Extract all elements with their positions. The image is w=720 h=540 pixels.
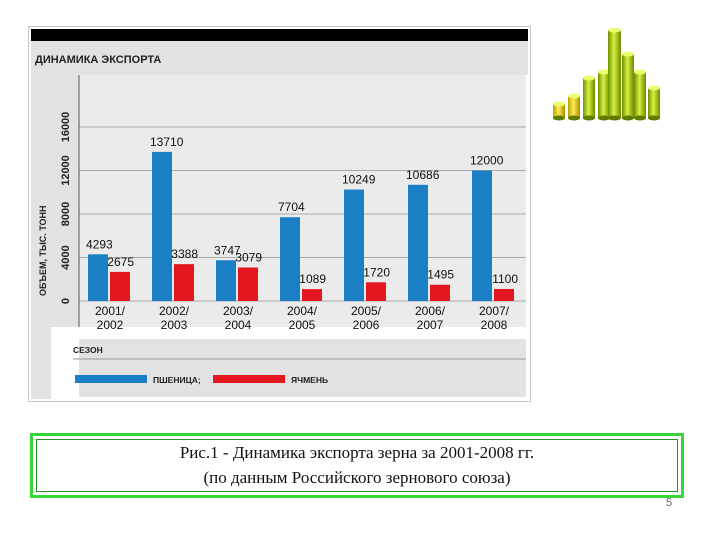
data-label-barley-6: 1100 xyxy=(492,272,518,286)
legend-label-0: ПШЕНИЦА; xyxy=(153,375,201,385)
bar-wheat-4 xyxy=(344,189,364,301)
page-number: 5 xyxy=(666,497,673,509)
caption-inner-border xyxy=(36,439,678,492)
data-label-wheat-5: 10686 xyxy=(406,168,440,182)
3d-bar-chart-icon xyxy=(553,28,660,121)
category-label-line1: 2003/ xyxy=(223,304,254,318)
deco-cylinder-6 xyxy=(634,69,646,121)
category-label-line2: 2008 xyxy=(481,318,508,332)
bar-barley-1 xyxy=(174,264,194,301)
data-label-barley-5: 1495 xyxy=(427,268,454,282)
data-label-wheat-2: 3747 xyxy=(214,243,241,257)
deco-cylinder-7 xyxy=(648,85,660,121)
legend-swatch-1 xyxy=(213,375,285,383)
category-label-line2: 2006 xyxy=(353,318,380,332)
deco-cylinder-4 xyxy=(608,28,621,121)
y-tick-label: 16000 xyxy=(60,112,72,143)
deco-cylinder-3 xyxy=(598,69,610,121)
category-label-line2: 2002 xyxy=(97,318,124,332)
data-label-barley-1: 3388 xyxy=(171,247,198,261)
chart-panel: ДИНАМИКА ЭКСПОРТА 0 4000 8000 12000 16000 ОБ… xyxy=(28,26,531,402)
y-axis-label-band xyxy=(31,75,51,399)
export-chart: ДИНАМИКА ЭКСПОРТА 0 4000 8000 12000 16000 ОБ… xyxy=(31,29,528,399)
y-tick-label: 0 xyxy=(60,298,72,304)
category-label-line2: 2007 xyxy=(417,318,444,332)
x-axis-label: СЕЗОН xyxy=(73,345,103,355)
bar-barley-3 xyxy=(302,289,322,301)
data-label-wheat-6: 12000 xyxy=(470,154,504,168)
category-label-line1: 2002/ xyxy=(159,304,190,318)
category-label-line1: 2004/ xyxy=(287,304,318,318)
deco-cylinder-5 xyxy=(622,51,634,121)
bar-wheat-2 xyxy=(216,260,236,301)
data-label-wheat-1: 13710 xyxy=(150,135,184,149)
category-label-line1: 2001/ xyxy=(95,304,126,318)
bar-wheat-5 xyxy=(408,184,428,301)
data-label-wheat-0: 4293 xyxy=(86,237,113,251)
bar-wheat-3 xyxy=(280,217,300,301)
figure-caption-box: Рис.1 - Динамика экспорта зерна за 2001-… xyxy=(30,433,684,498)
y-tick-label: 12000 xyxy=(60,155,72,186)
bar-wheat-6 xyxy=(472,170,492,301)
data-label-barley-4: 1720 xyxy=(363,265,390,279)
category-label-line1: 2005/ xyxy=(351,304,382,318)
bar-barley-4 xyxy=(366,282,386,301)
chart-title: ДИНАМИКА ЭКСПОРТА xyxy=(35,54,161,66)
category-label-line2: 2003 xyxy=(161,318,188,332)
category-label-line1: 2006/ xyxy=(415,304,446,318)
y-axis-label: ОБЪЕМ, ТЫС. ТОНН xyxy=(38,205,48,296)
y-tick-label: 8000 xyxy=(60,202,72,226)
category-label-line1: 2007/ xyxy=(479,304,510,318)
legend-label-1: ЯЧМЕНЬ xyxy=(291,375,328,385)
title-band xyxy=(31,41,528,75)
data-label-barley-2: 3079 xyxy=(235,251,262,265)
data-label-wheat-4: 10249 xyxy=(342,173,376,187)
bar-barley-5 xyxy=(430,284,450,301)
bar-barley-0 xyxy=(110,271,130,301)
bar-wheat-0 xyxy=(88,254,108,301)
category-label-line2: 2004 xyxy=(225,318,252,332)
title-bar-dark xyxy=(31,29,528,41)
bar-barley-6 xyxy=(494,289,514,301)
bar-wheat-1 xyxy=(152,151,172,301)
legend-swatch-0 xyxy=(75,375,147,383)
y-tick-band xyxy=(51,75,79,327)
caption-line-2: (по данным Российского зернового союза) xyxy=(203,468,511,487)
category-label-line2: 2005 xyxy=(289,318,316,332)
data-label-barley-0: 2675 xyxy=(107,255,134,269)
deco-cylinder-1 xyxy=(568,93,580,121)
legend-band xyxy=(79,339,526,397)
deco-cylinder-2 xyxy=(583,75,595,121)
data-label-barley-3: 1089 xyxy=(299,272,326,286)
caption-line-1: Рис.1 - Динамика экспорта зерна за 2001-… xyxy=(179,443,535,462)
deco-cylinder-0 xyxy=(553,101,565,121)
data-label-wheat-3: 7704 xyxy=(278,200,305,214)
category-gap xyxy=(79,327,526,339)
bar-barley-2 xyxy=(238,267,258,301)
y-tick-label: 4000 xyxy=(60,245,72,269)
